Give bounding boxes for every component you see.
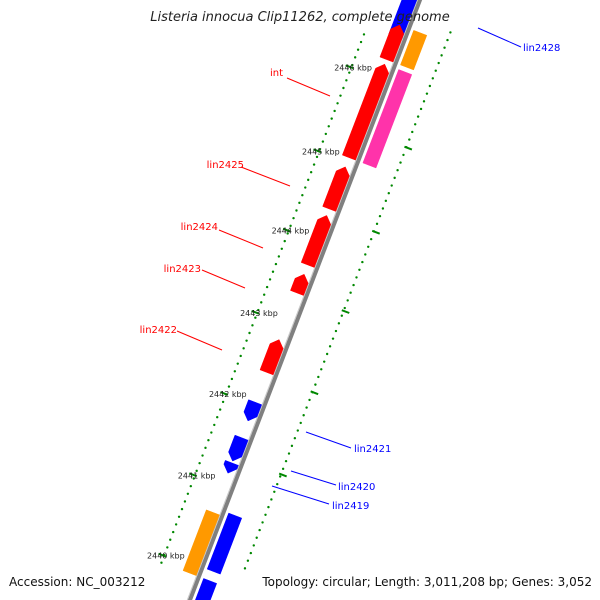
gene-blue-lower-bar [206, 512, 243, 575]
ruler-dots-left [243, 31, 452, 570]
gene-leader-line [305, 431, 352, 449]
ruler-tick-label: 2445 kbp [302, 147, 340, 156]
ruler-tick-label: 2442 kbp [209, 390, 247, 399]
ruler-tick-label: 2444 kbp [272, 227, 310, 236]
accession-label: Accession: NC_003212 [9, 575, 146, 589]
backbone-shadow [186, 0, 418, 600]
ruler-dots [160, 31, 452, 570]
ruler-major-tick-left [341, 309, 350, 314]
ruler-major-tick-left [371, 229, 381, 235]
gene-label-lin2420[interactable]: lin2420 [338, 482, 375, 493]
gene-label-int[interactable]: int [270, 68, 283, 79]
gene-lin2423-bar [290, 273, 309, 296]
map-title: Listeria innocua Clip11262, complete gen… [150, 10, 450, 25]
backbone-line [187, 0, 423, 600]
gene-lin2419-bar [223, 460, 239, 474]
gene-leader-line [218, 229, 264, 249]
gene-leader-line [201, 269, 246, 289]
gene-label-lin2428[interactable]: lin2428 [523, 43, 560, 54]
ruler-major-tick [345, 64, 354, 70]
genome-summary: Topology: circular; Length: 3,011,208 bp… [262, 575, 592, 589]
gene-leader-line [176, 330, 223, 351]
ruler-major-tick [220, 391, 229, 396]
gene-leader-line [286, 77, 331, 97]
gene-orange-top-bar [400, 30, 428, 71]
gene-int-partner-bar [342, 63, 389, 161]
gene-lin2421-bar [243, 399, 262, 422]
ruler-major-tick [282, 227, 291, 233]
gene-leader-line [290, 470, 337, 486]
gene-label-lin2421[interactable]: lin2421 [354, 444, 391, 455]
gene-leader-line [477, 27, 522, 48]
ruler-major-tick-left [278, 472, 288, 478]
ruler-major-tick [313, 148, 322, 154]
gene-features [182, 0, 428, 600]
gene-lin2422-bar [259, 339, 284, 376]
ruler-major-tick-left [310, 390, 319, 396]
ruler-major-tick [188, 472, 198, 478]
ruler-ticks: 2446 kbp 2445 kbp 2444 kbp 2443 kbp 2442 kbp… [147, 63, 413, 561]
gene-int-bar [362, 69, 413, 169]
gene-lin2427-bar [379, 24, 405, 63]
ruler-tick-label: 2443 kbp [240, 309, 278, 318]
gene-leader-line [240, 166, 291, 187]
gene-label-lin2423[interactable]: lin2423 [164, 264, 201, 275]
ruler-major-tick-left [404, 145, 413, 151]
gene-label-lin2422[interactable]: lin2422 [140, 325, 177, 336]
ruler-major-tick [158, 552, 167, 558]
backbone [186, 0, 423, 600]
gene-orange-lower-bar [182, 509, 220, 576]
gene-blue-bottom-bar [195, 578, 218, 600]
ruler-tick-label: 2441 kbp [178, 471, 216, 480]
gene-lin2420-bar [228, 434, 249, 462]
gene-label-lin2424[interactable]: lin2424 [181, 222, 218, 233]
gene-label-lin2425[interactable]: lin2425 [207, 160, 244, 171]
ruler-tick-label: 2446 kbp [334, 63, 372, 72]
gene-lin2424-bar [300, 215, 332, 268]
gene-lin2425-bar [322, 166, 350, 212]
gene-labels: lin2428 int lin2425 lin2424 lin2423 lin2422 li… [140, 27, 560, 512]
gene-label-lin2419[interactable]: lin2419 [332, 501, 369, 512]
gene-leader-line [271, 485, 330, 505]
ruler-major-tick [251, 309, 260, 315]
ruler-tick-label: 2440 kbp [147, 552, 185, 561]
